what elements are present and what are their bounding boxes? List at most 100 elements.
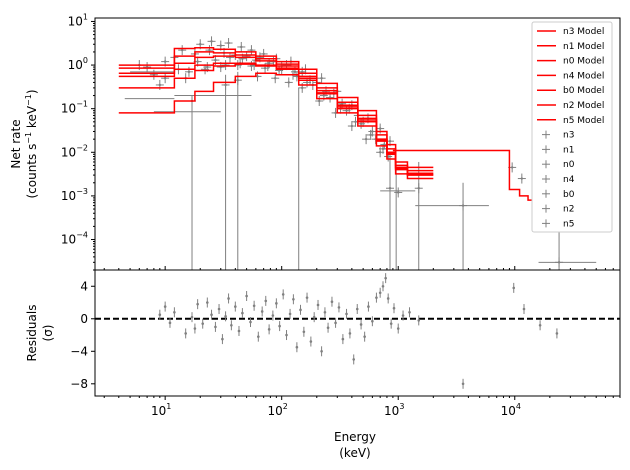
residual-point [201,322,205,325]
residual-point [522,307,526,311]
top-model-lines [118,46,599,221]
legend-label: n4 [563,175,575,185]
data-point-n4 [322,94,326,97]
residual-point [184,332,187,335]
legend-label: b0 Model [563,86,604,96]
residual-point [221,337,224,341]
data-point-n4 [388,187,392,190]
legend-label: n0 [563,160,575,170]
legend-label: n2 Model [563,101,604,111]
residual-point [408,310,411,314]
top-y-ticks: 101 100 10−1 10−2 10−3 10−4 [61,12,95,271]
data-point-n0 [152,73,156,76]
data-point-n3 [163,60,167,63]
x-tick-label: 103 [384,402,404,418]
data-point-b0 [557,261,561,264]
data-point-b0 [461,204,465,207]
residual-point [245,294,248,298]
residual-point [323,310,327,314]
y-tick-label: 10−1 [61,100,88,116]
residual-point [392,306,396,310]
residual-point [330,300,334,304]
legend-label: n1 Model [563,42,604,52]
residual-point [193,327,197,330]
residual-point [326,326,330,330]
y-tick-label: 101 [68,12,88,28]
x-axis-label-line1: Energy [334,430,376,444]
top-y-axis-label-line2: (counts s−1 keV−1) [24,89,39,198]
top-x-ticks [103,266,621,270]
residual-point [302,330,306,334]
model-line-n2-Model [118,62,434,176]
residual-point [378,291,382,295]
residual-point [257,335,260,338]
data-point-n2 [295,75,299,78]
residual-point [341,337,345,341]
residual-point [217,307,221,311]
residual-point [278,324,281,328]
legend: n3 Model n1 Model n0 Model n4 Model b0 Model… [531,21,613,233]
residual-point [386,297,390,300]
x-axis-label-line2: (keV) [339,446,370,460]
data-point-n4 [305,81,309,84]
legend-label: n1 [563,145,574,155]
data-point-n0 [293,70,297,74]
data-point-n2 [187,70,191,74]
residual-point [267,328,271,331]
data-point-n2 [345,109,348,112]
residual-point [461,382,465,386]
data-point-n5 [287,81,290,84]
residual-point [163,305,167,308]
data-point-n4 [381,147,385,151]
residual-point [190,315,194,319]
data-point-n2 [359,122,363,126]
y-tick-label: 10−2 [61,143,88,159]
legend-label: b0 [563,190,575,200]
model-line-n0-Model [118,55,434,175]
data-point-n5 [378,151,382,154]
residual-point [381,284,385,288]
residual-point [206,301,209,304]
data-point-n4 [158,83,162,87]
residual-point [512,286,516,290]
data-point-n3 [250,48,253,52]
data-point-n4 [369,133,372,137]
data-point-n3 [219,44,222,47]
residual-point [264,299,268,303]
residual-point [271,314,275,317]
y-tick-label: 10−4 [61,231,88,247]
data-point-n0 [267,62,271,65]
bottom-x-ticks: 101 102 103 104 [103,396,621,418]
data-point-n5 [364,137,368,141]
residual-point [214,325,217,329]
residual-point [288,312,292,316]
data-point-n5 [318,99,321,103]
residual-point [384,276,387,280]
bottom-plot-frame [94,269,621,397]
data-point-n0 [196,60,199,63]
residual-point [252,304,256,308]
model-line-n1-Model [118,51,434,172]
data-point-n5 [350,124,354,128]
data-point-n0 [214,58,217,62]
residual-point [309,340,313,343]
data-point-n3 [210,40,213,43]
data-point-n1 [301,70,304,74]
residual-point [367,305,370,308]
data-point-n2 [206,65,209,69]
bottom-panel: 4 0 −4 −8 101 102 103 104 Residuals (σ) Energy… [25,269,621,460]
y-tick-label: 10−3 [61,187,88,203]
residual-point [237,329,241,333]
residual-point [352,358,356,361]
data-point-n5 [301,86,304,90]
legend-label: n0 Model [563,57,604,67]
data-point-n3 [199,43,202,46]
data-point-n0 [340,102,344,105]
x-tick-label: 102 [268,402,288,418]
legend-label: n4 Model [563,71,604,81]
data-point-n3 [388,139,392,143]
data-point-b0 [510,166,514,169]
residual-point [295,345,299,349]
residual-point [227,297,230,300]
